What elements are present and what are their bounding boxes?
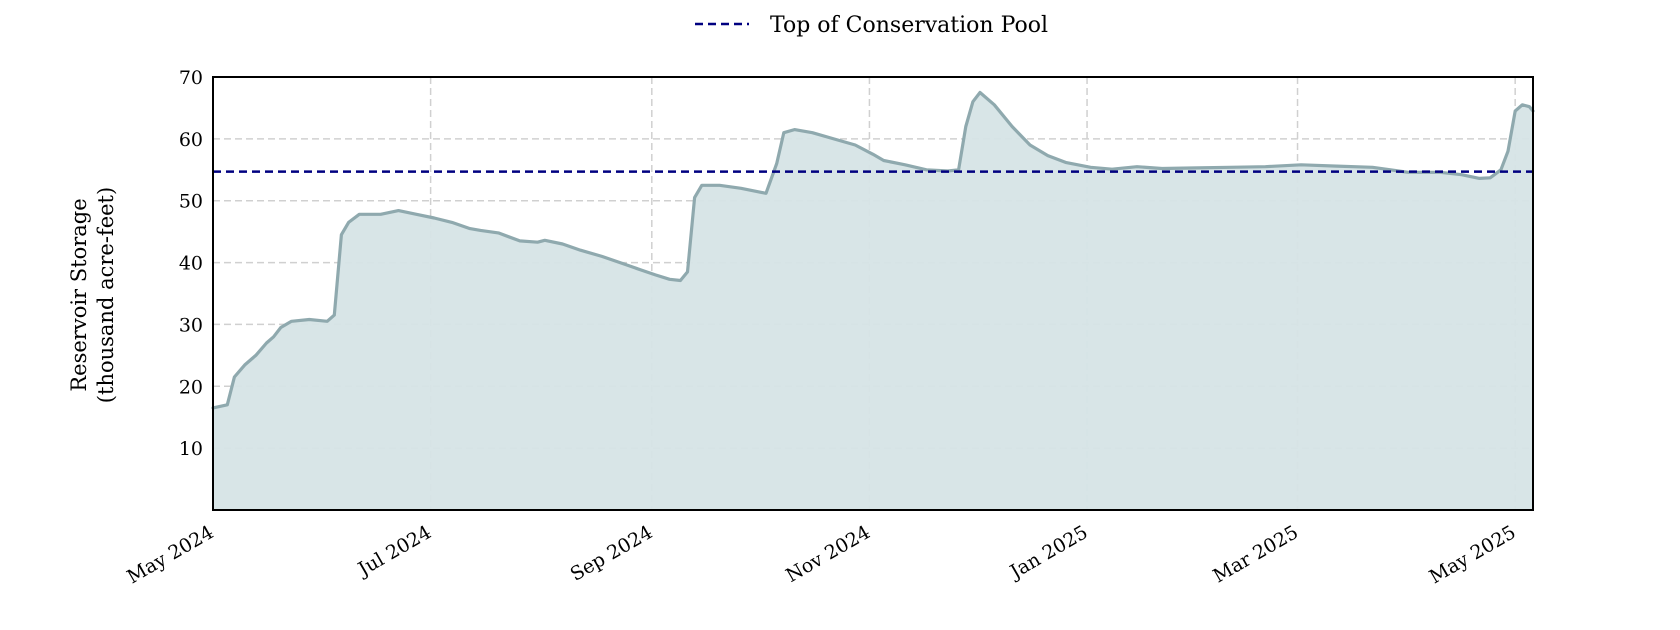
y-axis-title: Reservoir Storage (thousand acre-feet) — [67, 187, 118, 403]
legend: Top of Conservation Pool — [695, 13, 1048, 38]
y-tick-label-50: 50 — [179, 191, 203, 213]
plot-area: 10 20 30 40 50 60 70 May 2024 Jul 2024 Sep 2024 No… — [123, 67, 1535, 588]
y-tick-label-30: 30 — [179, 314, 203, 336]
x-tick-label-6: May 2025 — [1426, 521, 1520, 588]
x-tick-label-5: Mar 2025 — [1209, 521, 1302, 587]
x-tick-label-1: Jul 2024 — [353, 521, 435, 581]
y-tick-label-20: 20 — [179, 376, 203, 398]
x-tick-label-3: Nov 2024 — [782, 521, 874, 587]
x-tick-label-0: May 2024 — [123, 521, 217, 588]
x-tick-label-4: Jan 2025 — [1005, 521, 1092, 584]
y-tick-label-40: 40 — [179, 253, 203, 275]
y-tick-label-60: 60 — [179, 129, 203, 151]
legend-label-conservation-pool: Top of Conservation Pool — [770, 13, 1048, 38]
plot-frame — [212, 76, 1534, 511]
storage-line — [211, 90, 1535, 410]
x-tick-label-2: Sep 2024 — [567, 521, 657, 585]
storage-area-fill — [213, 92, 1533, 510]
y-tick-label-70: 70 — [179, 67, 203, 89]
y-axis-title-line-1: Reservoir Storage — [67, 198, 91, 391]
y-tick-label-10: 10 — [179, 438, 203, 460]
y-axis-title-line-2: (thousand acre-feet) — [94, 187, 118, 403]
